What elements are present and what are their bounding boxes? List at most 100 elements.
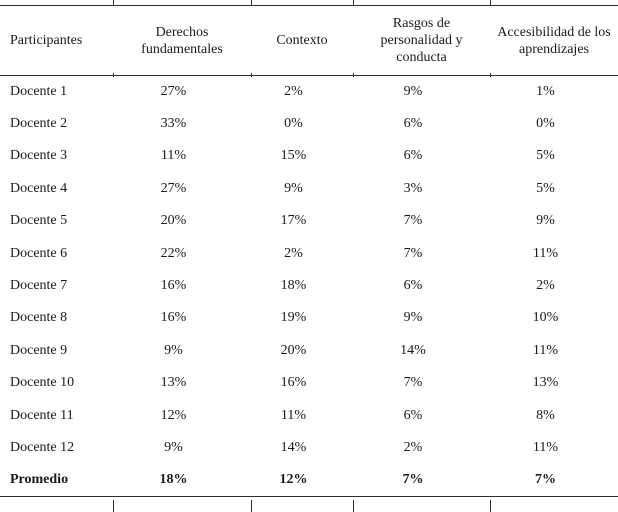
value-cell: 20% — [160, 213, 187, 229]
value-cell: 19% — [280, 310, 307, 326]
value-cell: 7% — [403, 245, 423, 261]
table-row: Docente 4 27% 9% 3% 5% — [0, 173, 618, 205]
value-cell: 9% — [164, 342, 183, 358]
value-cell: 22% — [160, 245, 187, 261]
value-cell: 2% — [284, 245, 303, 261]
column-tick — [250, 0, 252, 5]
value-cell: 7% — [535, 472, 556, 488]
value-cell: 2% — [403, 439, 423, 455]
column-header-accesibilidad: Accesibilidad de los aprendizajes — [497, 24, 611, 57]
value-cell: 9% — [403, 310, 423, 326]
value-cell: 0% — [536, 116, 555, 132]
column-tick — [112, 0, 114, 5]
value-cell: 5% — [536, 148, 555, 164]
value-cell: 5% — [536, 180, 555, 196]
table-row: Docente 10 13% 16% 7% 13% — [0, 367, 618, 399]
participant-cell: Docente 2 — [10, 116, 68, 132]
value-cell: 10% — [532, 310, 559, 326]
value-cell: 12% — [279, 472, 308, 488]
value-cell: 1% — [536, 83, 555, 99]
value-cell: 16% — [160, 310, 187, 326]
value-cell: 2% — [536, 278, 555, 294]
column-tick — [352, 500, 354, 512]
table-row: Docente 2 33% 0% 6% 0% — [0, 108, 618, 140]
column-tick — [250, 73, 252, 77]
column-header-rasgos-personalidad: Rasgos de personalidad y conducta — [380, 16, 463, 65]
participant-cell: Promedio — [10, 472, 69, 488]
value-cell: 7% — [403, 213, 423, 229]
value-cell: 18% — [280, 278, 307, 294]
value-cell: 27% — [160, 180, 187, 196]
value-cell: 11% — [280, 407, 307, 423]
column-header-participantes: Participantes — [10, 33, 83, 48]
column-tick — [250, 500, 252, 512]
value-cell: 6% — [403, 116, 423, 132]
column-tick — [489, 0, 491, 5]
participant-cell: Docente 5 — [10, 213, 68, 229]
value-cell: 6% — [403, 278, 423, 294]
table-row: Docente 11 12% 11% 6% 8% — [0, 399, 618, 431]
value-cell: 16% — [160, 278, 187, 294]
value-cell: 6% — [403, 407, 423, 423]
header-row: Participantes Derechos fundamentales Con… — [0, 6, 618, 76]
value-cell: 14% — [400, 342, 426, 358]
table-row: Docente 12 9% 14% 2% 11% — [0, 432, 618, 464]
value-cell: 0% — [284, 116, 303, 132]
summary-row: Promedio 18% 12% 7% 7% — [0, 464, 618, 497]
value-cell: 8% — [536, 407, 555, 423]
value-cell: 11% — [532, 342, 559, 358]
value-cell: 18% — [159, 472, 188, 488]
column-tick — [352, 0, 354, 5]
table-row: Docente 9 9% 20% 14% 11% — [0, 335, 618, 367]
participant-cell: Docente 1 — [10, 83, 68, 99]
participant-cell: Docente 12 — [10, 439, 75, 455]
value-cell: 9% — [403, 83, 423, 99]
value-cell: 7% — [403, 375, 423, 391]
table-row: Docente 8 16% 19% 9% 10% — [0, 302, 618, 334]
table-row: Docente 7 16% 18% 6% 2% — [0, 270, 618, 302]
value-cell: 20% — [280, 342, 307, 358]
table-row: Docente 1 27% 2% 9% 1% — [0, 76, 618, 108]
column-tick — [489, 73, 491, 77]
value-cell: 13% — [532, 375, 559, 391]
value-cell: 2% — [284, 83, 303, 99]
participant-cell: Docente 10 — [10, 375, 75, 391]
column-tick — [112, 73, 114, 77]
value-cell: 7% — [402, 472, 424, 488]
column-header-derechos-fundamentales: Derechos fundamentales — [141, 24, 223, 57]
participant-cell: Docente 11 — [10, 407, 74, 423]
table-body: Docente 1 27% 2% 9% 1% Docente 2 33% 0% 6% 0% Doce… — [0, 76, 618, 497]
value-cell: 33% — [160, 116, 187, 132]
value-cell: 9% — [536, 213, 555, 229]
value-cell: 15% — [280, 148, 307, 164]
column-header-contexto: Contexto — [276, 33, 328, 48]
participant-cell: Docente 3 — [10, 148, 68, 164]
value-cell: 13% — [160, 375, 187, 391]
value-cell: 6% — [403, 148, 423, 164]
value-cell: 9% — [284, 180, 303, 196]
results-table: Participantes Derechos fundamentales Con… — [0, 5, 618, 497]
table-row: Docente 6 22% 2% 7% 11% — [0, 237, 618, 269]
column-tick — [112, 500, 114, 512]
participant-cell: Docente 6 — [10, 245, 68, 261]
participant-cell: Docente 9 — [10, 342, 68, 358]
value-cell: 9% — [164, 439, 183, 455]
participant-cell: Docente 8 — [10, 310, 68, 326]
value-cell: 27% — [160, 83, 187, 99]
table-row: Docente 3 11% 15% 6% 5% — [0, 140, 618, 172]
table-header: Participantes Derechos fundamentales Con… — [0, 6, 618, 76]
column-tick — [352, 73, 354, 77]
value-cell: 11% — [532, 439, 559, 455]
value-cell: 3% — [403, 180, 423, 196]
column-tick — [489, 500, 491, 512]
value-cell: 16% — [280, 375, 307, 391]
participant-cell: Docente 4 — [10, 180, 68, 196]
value-cell: 11% — [160, 148, 187, 164]
participant-cell: Docente 7 — [10, 278, 68, 294]
table-row: Docente 5 20% 17% 7% 9% — [0, 205, 618, 237]
value-cell: 12% — [160, 407, 187, 423]
value-cell: 17% — [280, 213, 307, 229]
value-cell: 11% — [532, 245, 559, 261]
value-cell: 14% — [280, 439, 307, 455]
